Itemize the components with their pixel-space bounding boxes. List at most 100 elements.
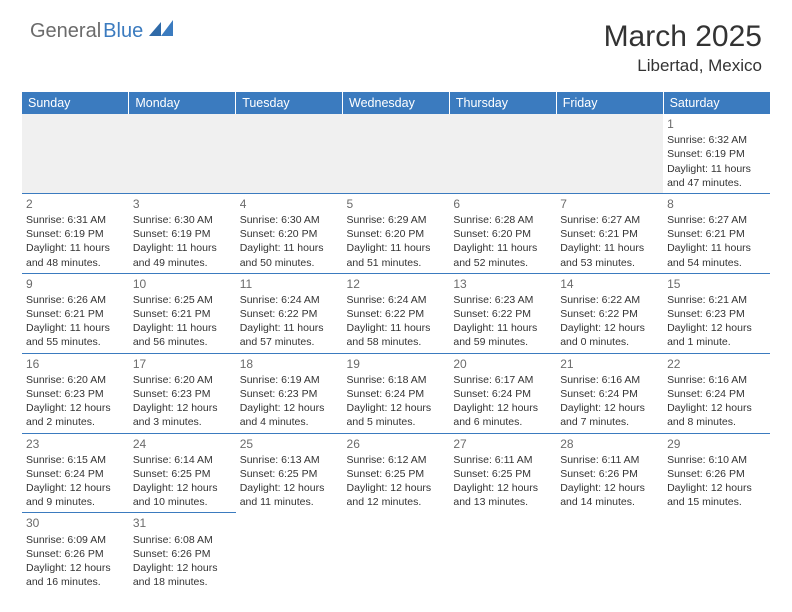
daylight-text: Daylight: 12 hours — [560, 401, 659, 415]
sunset-text: Sunset: 6:25 PM — [453, 467, 552, 481]
sunset-text: Sunset: 6:19 PM — [667, 147, 766, 161]
calendar-day-cell: 7Sunrise: 6:27 AMSunset: 6:21 PMDaylight… — [556, 193, 663, 273]
sunrise-text: Sunrise: 6:21 AM — [667, 293, 766, 307]
weekday-header: Thursday — [449, 92, 556, 114]
sunset-text: Sunset: 6:24 PM — [667, 387, 766, 401]
sunset-text: Sunset: 6:22 PM — [347, 307, 446, 321]
sunset-text: Sunset: 6:26 PM — [560, 467, 659, 481]
daylight-text: and 14 minutes. — [560, 495, 659, 509]
daylight-text: and 51 minutes. — [347, 256, 446, 270]
day-number: 1 — [667, 116, 766, 132]
sunrise-text: Sunrise: 6:23 AM — [453, 293, 552, 307]
calendar-day-cell: 2Sunrise: 6:31 AMSunset: 6:19 PMDaylight… — [22, 193, 129, 273]
daylight-text: and 1 minute. — [667, 335, 766, 349]
day-number: 12 — [347, 276, 446, 292]
sunset-text: Sunset: 6:23 PM — [26, 387, 125, 401]
sunset-text: Sunset: 6:26 PM — [26, 547, 125, 561]
day-number: 29 — [667, 436, 766, 452]
daylight-text: and 59 minutes. — [453, 335, 552, 349]
sunrise-text: Sunrise: 6:11 AM — [560, 453, 659, 467]
sunrise-text: Sunrise: 6:16 AM — [667, 373, 766, 387]
daylight-text: and 3 minutes. — [133, 415, 232, 429]
sunrise-text: Sunrise: 6:25 AM — [133, 293, 232, 307]
calendar-day-cell: 12Sunrise: 6:24 AMSunset: 6:22 PMDayligh… — [343, 273, 450, 353]
calendar-empty-cell — [343, 513, 450, 592]
daylight-text: and 8 minutes. — [667, 415, 766, 429]
daylight-text: and 0 minutes. — [560, 335, 659, 349]
daylight-text: Daylight: 12 hours — [453, 481, 552, 495]
sunset-text: Sunset: 6:25 PM — [347, 467, 446, 481]
daylight-text: Daylight: 11 hours — [347, 241, 446, 255]
calendar-week-row: 1Sunrise: 6:32 AMSunset: 6:19 PMDaylight… — [22, 114, 770, 193]
calendar-week-row: 9Sunrise: 6:26 AMSunset: 6:21 PMDaylight… — [22, 273, 770, 353]
daylight-text: Daylight: 12 hours — [133, 481, 232, 495]
weekday-header: Saturday — [663, 92, 770, 114]
day-number: 8 — [667, 196, 766, 212]
day-number: 21 — [560, 356, 659, 372]
calendar-day-cell: 30Sunrise: 6:09 AMSunset: 6:26 PMDayligh… — [22, 513, 129, 592]
calendar-day-cell: 19Sunrise: 6:18 AMSunset: 6:24 PMDayligh… — [343, 353, 450, 433]
sunrise-text: Sunrise: 6:27 AM — [560, 213, 659, 227]
daylight-text: Daylight: 12 hours — [133, 401, 232, 415]
daylight-text: Daylight: 11 hours — [133, 241, 232, 255]
calendar-day-cell: 26Sunrise: 6:12 AMSunset: 6:25 PMDayligh… — [343, 433, 450, 513]
daylight-text: Daylight: 12 hours — [26, 401, 125, 415]
sunset-text: Sunset: 6:22 PM — [240, 307, 339, 321]
sunset-text: Sunset: 6:26 PM — [667, 467, 766, 481]
calendar-day-cell: 27Sunrise: 6:11 AMSunset: 6:25 PMDayligh… — [449, 433, 556, 513]
sunrise-text: Sunrise: 6:19 AM — [240, 373, 339, 387]
sunrise-text: Sunrise: 6:31 AM — [26, 213, 125, 227]
sunrise-text: Sunrise: 6:27 AM — [667, 213, 766, 227]
day-number: 24 — [133, 436, 232, 452]
daylight-text: and 50 minutes. — [240, 256, 339, 270]
daylight-text: Daylight: 11 hours — [240, 321, 339, 335]
day-number: 20 — [453, 356, 552, 372]
daylight-text: Daylight: 11 hours — [240, 241, 339, 255]
calendar-empty-cell — [236, 513, 343, 592]
calendar-empty-cell — [22, 114, 129, 193]
daylight-text: Daylight: 12 hours — [667, 481, 766, 495]
calendar-day-cell: 6Sunrise: 6:28 AMSunset: 6:20 PMDaylight… — [449, 193, 556, 273]
daylight-text: Daylight: 12 hours — [667, 321, 766, 335]
sunrise-text: Sunrise: 6:30 AM — [133, 213, 232, 227]
weekday-header: Monday — [129, 92, 236, 114]
sunset-text: Sunset: 6:21 PM — [560, 227, 659, 241]
day-number: 15 — [667, 276, 766, 292]
calendar-day-cell: 10Sunrise: 6:25 AMSunset: 6:21 PMDayligh… — [129, 273, 236, 353]
daylight-text: and 13 minutes. — [453, 495, 552, 509]
calendar-week-row: 2Sunrise: 6:31 AMSunset: 6:19 PMDaylight… — [22, 193, 770, 273]
calendar-empty-cell — [556, 513, 663, 592]
daylight-text: Daylight: 11 hours — [26, 241, 125, 255]
sunset-text: Sunset: 6:21 PM — [667, 227, 766, 241]
daylight-text: and 49 minutes. — [133, 256, 232, 270]
calendar-day-cell: 24Sunrise: 6:14 AMSunset: 6:25 PMDayligh… — [129, 433, 236, 513]
calendar-day-cell: 14Sunrise: 6:22 AMSunset: 6:22 PMDayligh… — [556, 273, 663, 353]
calendar-empty-cell — [129, 114, 236, 193]
day-number: 19 — [347, 356, 446, 372]
sunset-text: Sunset: 6:20 PM — [347, 227, 446, 241]
calendar-day-cell: 31Sunrise: 6:08 AMSunset: 6:26 PMDayligh… — [129, 513, 236, 592]
calendar-day-cell: 23Sunrise: 6:15 AMSunset: 6:24 PMDayligh… — [22, 433, 129, 513]
weekday-header: Sunday — [22, 92, 129, 114]
day-number: 22 — [667, 356, 766, 372]
sunrise-text: Sunrise: 6:32 AM — [667, 133, 766, 147]
calendar-day-cell: 28Sunrise: 6:11 AMSunset: 6:26 PMDayligh… — [556, 433, 663, 513]
day-number: 26 — [347, 436, 446, 452]
daylight-text: and 47 minutes. — [667, 176, 766, 190]
calendar-day-cell: 8Sunrise: 6:27 AMSunset: 6:21 PMDaylight… — [663, 193, 770, 273]
header: General Blue March 2025 Libertad, Mexico — [0, 0, 792, 84]
day-number: 14 — [560, 276, 659, 292]
calendar-day-cell: 22Sunrise: 6:16 AMSunset: 6:24 PMDayligh… — [663, 353, 770, 433]
calendar-header-row: SundayMondayTuesdayWednesdayThursdayFrid… — [22, 92, 770, 114]
sunset-text: Sunset: 6:22 PM — [560, 307, 659, 321]
daylight-text: and 57 minutes. — [240, 335, 339, 349]
day-number: 4 — [240, 196, 339, 212]
day-number: 7 — [560, 196, 659, 212]
calendar-table: SundayMondayTuesdayWednesdayThursdayFrid… — [22, 92, 770, 592]
calendar-empty-cell — [236, 114, 343, 193]
sunrise-text: Sunrise: 6:08 AM — [133, 533, 232, 547]
weekday-header: Tuesday — [236, 92, 343, 114]
calendar-day-cell: 20Sunrise: 6:17 AMSunset: 6:24 PMDayligh… — [449, 353, 556, 433]
calendar-day-cell: 29Sunrise: 6:10 AMSunset: 6:26 PMDayligh… — [663, 433, 770, 513]
sunrise-text: Sunrise: 6:16 AM — [560, 373, 659, 387]
